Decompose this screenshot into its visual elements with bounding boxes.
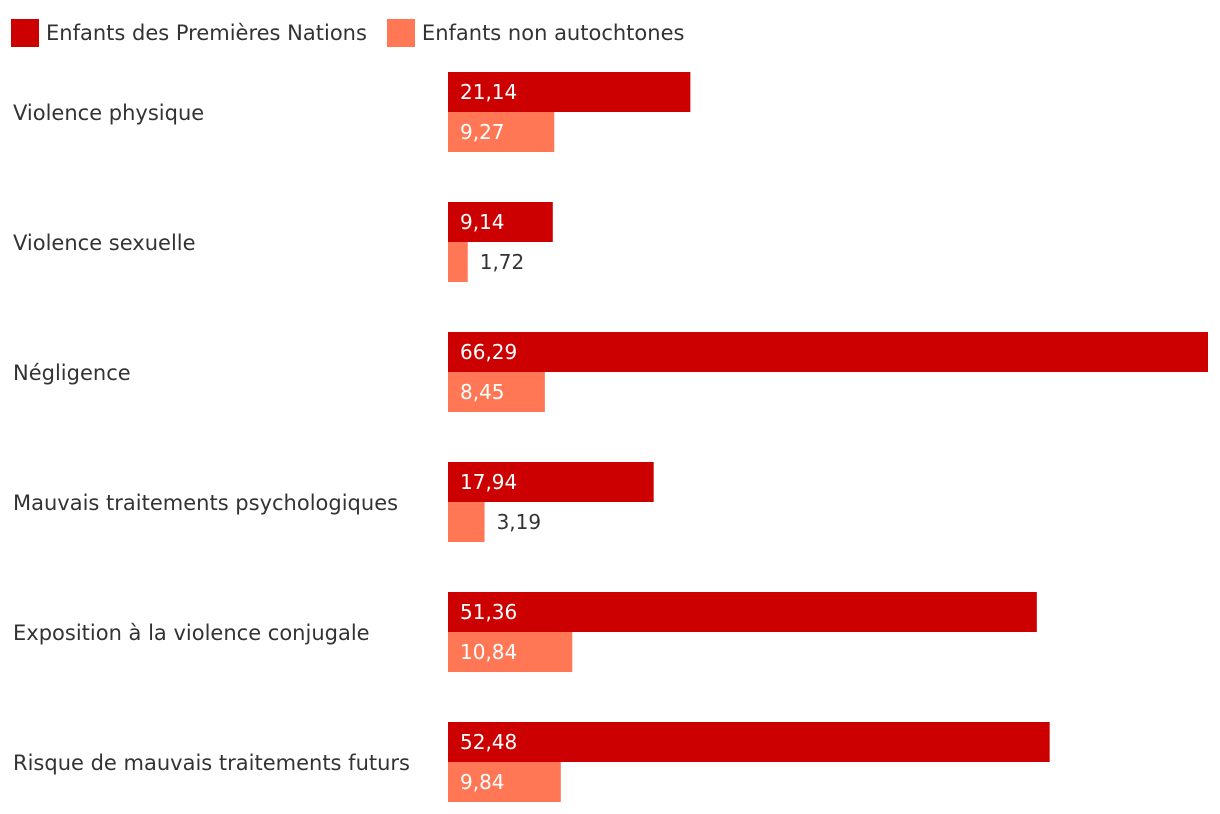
value-label-first-nations-risque-de-mauvais-traitements-futurs: 52,48 [460,730,517,754]
value-label-non-indigenous-negligence: 8,45 [460,380,505,404]
legend-label-first-nations: Enfants des Premières Nations [46,21,367,45]
category-label-exposition-a-la-violence-conjugale: Exposition à la violence conjugale [13,621,370,645]
legend-swatch-first-nations [11,19,39,47]
legend-label-non-indigenous: Enfants non autochtones [421,21,685,45]
bar-first-nations-exposition-a-la-violence-conjugale [448,592,1037,632]
legend-swatch-non-indigenous [386,19,415,47]
bar-first-nations-mauvais-traitements-psychologiques [448,462,654,502]
bar-non-indigenous-mauvais-traitements-psychologiques [448,502,485,542]
bar-first-nations-violence-physique [448,72,691,112]
bar-non-indigenous-violence-physique [448,112,555,152]
bar-non-indigenous-violence-sexuelle [448,242,468,282]
value-label-non-indigenous-mauvais-traitements-psychologiques: 3,19 [497,510,542,534]
bar-first-nations-negligence [448,332,1208,372]
value-label-first-nations-exposition-a-la-violence-conjugale: 51,36 [460,600,517,624]
bar-first-nations-risque-de-mauvais-traitements-futurs [448,722,1050,762]
value-label-non-indigenous-risque-de-mauvais-traitements-futurs: 9,84 [460,770,505,794]
value-label-non-indigenous-violence-sexuelle: 1,72 [480,250,525,274]
category-label-violence-physique: Violence physique [13,101,204,125]
bar-first-nations-violence-sexuelle [448,202,553,242]
category-label-mauvais-traitements-psychologiques: Mauvais traitements psychologiques [13,491,398,515]
value-label-first-nations-violence-physique: 21,14 [460,80,517,104]
value-label-first-nations-negligence: 66,29 [460,340,517,364]
bar-non-indigenous-negligence [448,372,545,412]
value-label-first-nations-violence-sexuelle: 9,14 [460,210,505,234]
value-label-first-nations-mauvais-traitements-psychologiques: 17,94 [460,470,517,494]
category-label-negligence: Négligence [13,361,131,385]
value-label-non-indigenous-exposition-a-la-violence-conjugale: 10,84 [460,640,517,664]
legend-item-non-indigenous: Enfants non autochtones [386,19,685,47]
bar-non-indigenous-risque-de-mauvais-traitements-futurs [448,762,561,802]
category-label-violence-sexuelle: Violence sexuelle [13,231,196,255]
bar-non-indigenous-exposition-a-la-violence-conjugale [448,632,573,672]
value-label-non-indigenous-violence-physique: 9,27 [460,120,505,144]
legend: Enfants des Premières Nations Enfants no… [11,18,704,48]
legend-item-first-nations: Enfants des Premières Nations [11,19,367,47]
category-label-risque-de-mauvais-traitements-futurs: Risque de mauvais traitements futurs [13,751,410,775]
